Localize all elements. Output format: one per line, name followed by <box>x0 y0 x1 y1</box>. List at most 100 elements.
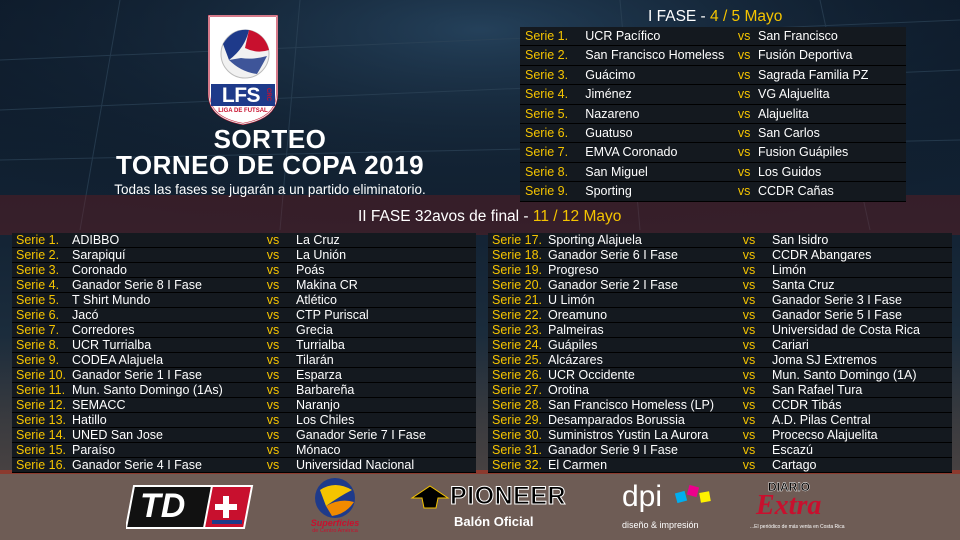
match-row: Serie 6. Guatuso vs San Carlos <box>520 123 906 144</box>
phase2-label: II FASE 32avos de final - <box>358 208 533 225</box>
home-team: Ganador Serie 8 I Fase <box>72 278 202 292</box>
serie-label: Serie 13. <box>16 413 67 427</box>
vs-label: vs <box>742 293 756 307</box>
match-row: Serie 21. U Limón vs Ganador Serie 3 I Fase <box>488 293 952 308</box>
home-team: Suministros Yustin La Aurora <box>548 428 709 442</box>
serie-label: Serie 4. <box>16 278 60 292</box>
phase2-right-table: Serie 17. Sporting Alajuela vs San Isidro Se… <box>488 233 952 473</box>
home-team: Mun. Santo Domingo (1As) <box>72 383 223 397</box>
vs-label: vs <box>737 48 751 63</box>
match-row: Serie 11. Mun. Santo Domingo (1As) vs Barba… <box>12 383 476 398</box>
away-team: CCDR Cañas <box>757 184 834 199</box>
match-row: Serie 30. Suministros Yustin La Aurora vs P… <box>488 428 952 443</box>
home-team: El Carmen <box>548 458 608 472</box>
away-team: CTP Puriscal <box>296 308 369 322</box>
home-team: Ganador Serie 6 I Fase <box>548 248 678 262</box>
td-text: TD <box>140 487 186 525</box>
home-team: Ganador Serie 9 I Fase <box>548 443 678 457</box>
vs-label: vs <box>742 308 756 322</box>
home-team: Sarapiquí <box>72 248 126 262</box>
match-row: Serie 9. Sporting vs CCDR Cañas <box>520 182 906 202</box>
lfs-logo-sub: LIGA DE FUTSAL <box>218 108 268 114</box>
away-team: Joma SJ Extremos <box>772 353 877 367</box>
serie-label: Serie 25. <box>492 353 543 367</box>
away-team: Los Chiles <box>296 413 355 427</box>
match-row: Serie 4. Jiménez vs VG Alajuelita <box>520 85 906 105</box>
match-row: Serie 6. Jacó vs CTP Puriscal <box>12 308 476 323</box>
home-team: San Miguel <box>585 164 648 179</box>
home-team: UNED San Jose <box>72 428 164 442</box>
match-row: Serie 23. Palmeiras vs Universidad de Costa… <box>488 323 952 338</box>
home-team: Palmeiras <box>548 323 604 337</box>
phase2-heading: II FASE 32avos de final - 11 / 12 Mayo <box>358 208 621 226</box>
subtitle: Todas las fases se jugarán a un partido … <box>114 182 426 197</box>
away-team: Mun. Santo Domingo (1A) <box>772 368 917 382</box>
vs-label: vs <box>737 184 751 199</box>
serie-label: Serie 18. <box>492 248 543 262</box>
match-row: Serie 14. UNED San Jose vs Ganador Serie 7 … <box>12 428 476 443</box>
away-team: Procecso Alajuelita <box>772 428 878 442</box>
vs-label: vs <box>266 368 280 382</box>
vs-label: vs <box>737 87 751 102</box>
superficies-text: Superficies <box>310 518 360 528</box>
away-team: Cartago <box>772 458 817 472</box>
vs-label: vs <box>742 368 756 382</box>
home-team: UCR Turrialba <box>72 338 152 352</box>
lfs-logo: LFS CRC LIGA DE FUTSAL <box>205 14 281 126</box>
away-team: San Rafael Tura <box>772 383 863 397</box>
home-team: Sporting <box>585 184 632 199</box>
lfs-logo-text: LFS <box>221 84 261 107</box>
vs-label: vs <box>266 308 280 322</box>
vs-label: vs <box>266 278 280 292</box>
home-team: EMVA Coronado <box>585 145 678 160</box>
serie-label: Serie 1. <box>525 29 569 43</box>
title-line2: TORNEO DE COPA 2019 <box>115 150 425 180</box>
serie-label: Serie 24. <box>492 338 543 352</box>
td-logo: TD <box>124 484 254 530</box>
match-row: Serie 31. Ganador Serie 9 I Fase vs Escazú <box>488 443 952 458</box>
serie-label: Serie 26. <box>492 368 543 382</box>
away-team: Cariari <box>772 338 809 352</box>
away-team: Turrialba <box>296 338 345 352</box>
away-team: La Unión <box>296 248 347 262</box>
home-team: Oreamuno <box>548 308 608 322</box>
away-team: Sagrada Familia PZ <box>757 67 869 82</box>
serie-label: Serie 15. <box>16 443 67 457</box>
vs-label: vs <box>742 428 756 442</box>
match-row: Serie 10. Ganador Serie 1 I Fase vs Esparza <box>12 368 476 383</box>
match-row: Serie 3. Coronado vs Poás <box>12 263 476 278</box>
home-team: UCR Occidente <box>548 368 635 382</box>
match-row: Serie 13. Hatillo vs Los Chiles <box>12 413 476 428</box>
home-team: Corredores <box>72 323 135 337</box>
vs-label: vs <box>266 233 280 247</box>
home-team: Guatuso <box>585 125 633 140</box>
match-row: Serie 4. Ganador Serie 8 I Fase vs Makina C… <box>12 278 476 293</box>
serie-label: Serie 16. <box>16 458 67 472</box>
serie-label: Serie 32. <box>492 458 543 472</box>
vs-label: vs <box>266 248 280 262</box>
home-team: Ganador Serie 1 I Fase <box>72 368 202 382</box>
home-team: Nazareno <box>585 106 640 121</box>
home-team: San Francisco Homeless <box>585 48 725 63</box>
home-team: U Limón <box>548 293 595 307</box>
serie-label: Serie 19. <box>492 263 543 277</box>
phase1-label: I FASE - <box>648 8 711 25</box>
vs-label: vs <box>742 383 756 397</box>
away-team: Ganador Serie 7 I Fase <box>296 428 426 442</box>
away-team: Grecia <box>296 323 333 337</box>
match-row: Serie 9. CODEA Alajuela vs Tilarán <box>12 353 476 368</box>
extra-text: Extra <box>756 490 822 521</box>
vs-label: vs <box>742 413 756 427</box>
match-row: Serie 18. Ganador Serie 6 I Fase vs CCDR Ab… <box>488 248 952 263</box>
away-team: San Isidro <box>772 233 829 247</box>
serie-label: Serie 31. <box>492 443 543 457</box>
vs-label: vs <box>742 233 756 247</box>
match-row: Serie 1. UCR Pacífico vs San Francisco <box>520 27 906 47</box>
serie-label: Serie 23. <box>492 323 543 337</box>
vs-label: vs <box>742 458 756 472</box>
home-team: Desamparados Borussia <box>548 413 685 427</box>
title-line1: SORTEO <box>213 124 327 154</box>
away-team: Limón <box>772 263 807 277</box>
vs-label: vs <box>266 413 280 427</box>
away-team: Los Guidos <box>757 164 822 179</box>
